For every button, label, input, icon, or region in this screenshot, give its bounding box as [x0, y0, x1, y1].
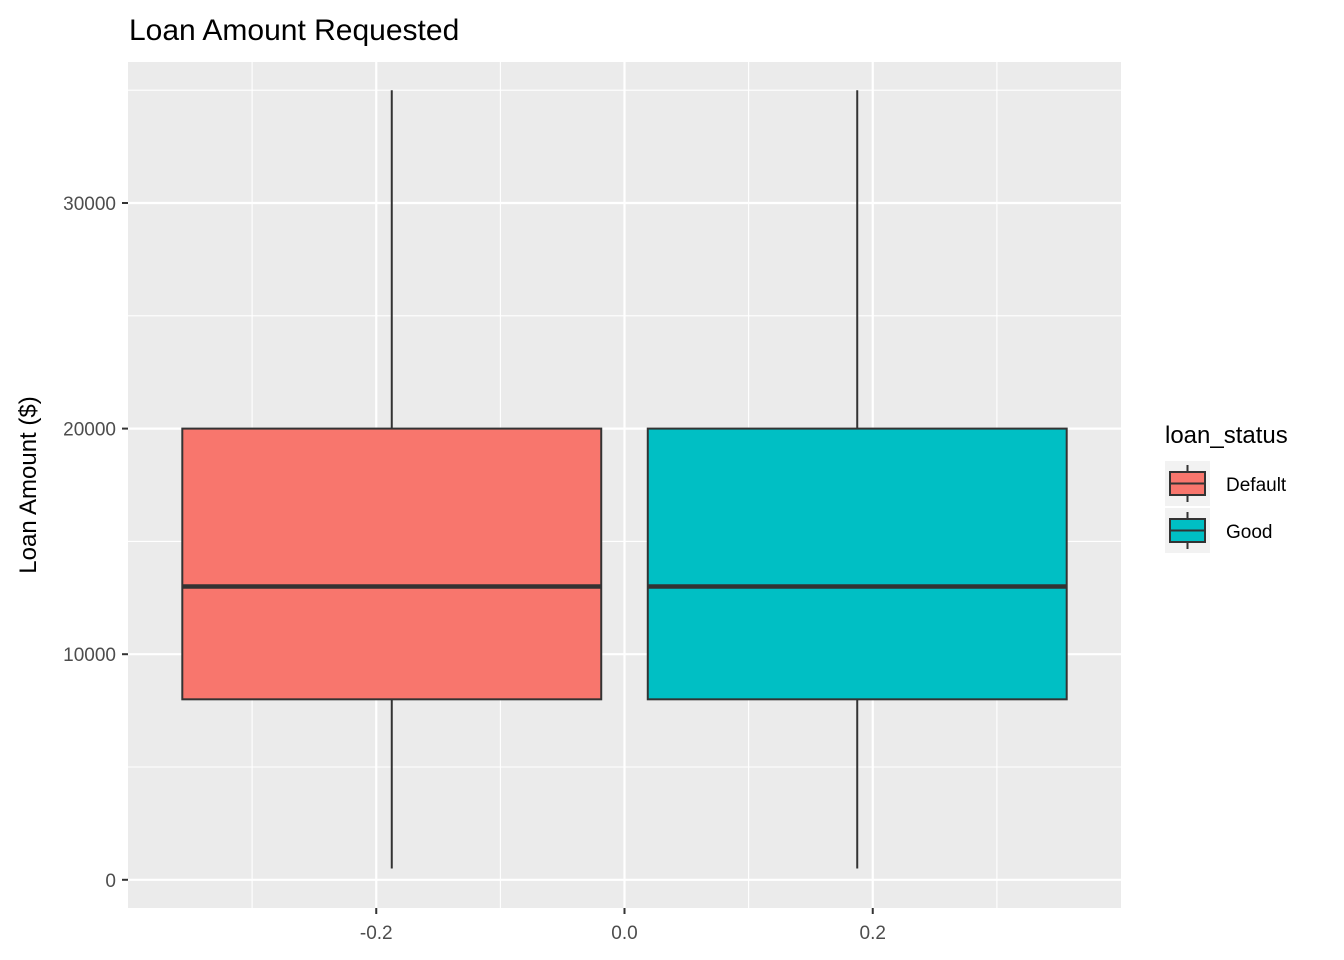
legend-label: Good	[1226, 522, 1272, 543]
x-tick-label: 0.0	[611, 923, 637, 944]
boxes	[181, 90, 1068, 869]
legend-title: loan_status	[1165, 422, 1288, 449]
y-tick-label: 30000	[63, 194, 116, 215]
legend: loan_status Default Good	[1165, 422, 1288, 553]
box-good	[646, 90, 1068, 869]
legend-item-good: Good	[1165, 508, 1272, 553]
legend-label: Default	[1226, 475, 1287, 496]
x-tick-label: 0.2	[860, 923, 886, 944]
x-tick-label: -0.2	[360, 923, 393, 944]
chart-title: Loan Amount Requested	[129, 14, 459, 47]
y-axis: 0 10000 20000 30000	[63, 194, 128, 892]
y-tick-label: 0	[105, 871, 116, 892]
y-axis-title: Loan Amount ($)	[15, 396, 42, 573]
box-body	[646, 427, 1068, 701]
y-tick-label: 20000	[63, 420, 116, 441]
box-body	[181, 427, 603, 701]
legend-item-default: Default	[1165, 461, 1287, 506]
box-default	[181, 90, 603, 869]
x-axis: -0.2 0.0 0.2	[360, 908, 886, 944]
y-tick-label: 10000	[63, 645, 116, 666]
